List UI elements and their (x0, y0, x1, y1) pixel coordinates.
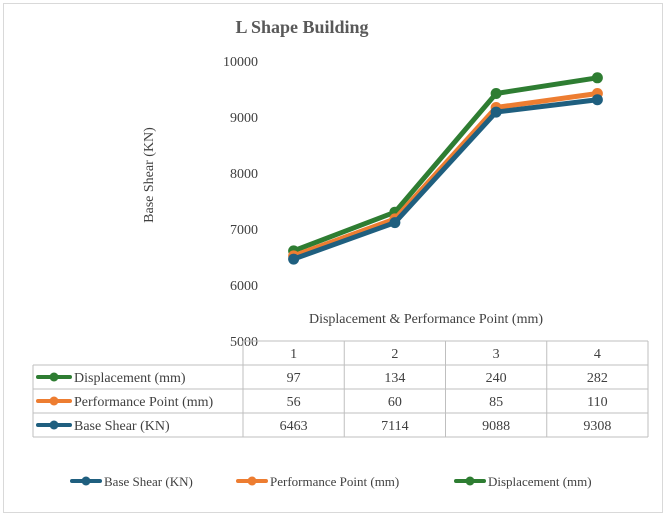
y-tick-label: 6000 (230, 279, 258, 294)
chart-title: L Shape Building (235, 17, 368, 37)
data-point-base-shear-kn (389, 217, 401, 229)
data-point-displacement-mm (591, 72, 603, 84)
plot-area (288, 72, 603, 265)
table-row-label-base-shear-kn: Base Shear (KN) (74, 419, 170, 434)
table-row-label-performance-point-mm: Performance Point (mm) (74, 395, 214, 410)
y-axis-ticks: 5000 6000 7000 8000 9000 10000 (223, 55, 258, 350)
data-point-displacement-mm (490, 87, 502, 99)
legend-marker-displacement-mm (465, 476, 475, 486)
x-axis-label: Displacement & Performance Point (mm) (309, 312, 543, 327)
table-cell: 97 (287, 371, 301, 386)
x-category-label: 2 (391, 347, 398, 362)
y-tick-label: 9000 (230, 111, 258, 126)
series-line-base-shear-kn (291, 97, 600, 262)
data-point-base-shear-kn (490, 106, 502, 118)
series-line-performance-point-mm (291, 90, 600, 259)
legend-label-displacement-mm: Displacement (mm) (488, 474, 592, 489)
table-legend-marker-performance-point-mm (49, 396, 59, 406)
table-cell: 110 (587, 395, 607, 410)
table-cell: 85 (489, 395, 503, 410)
legend: Base Shear (KN) Performance Point (mm) Dis… (70, 474, 592, 489)
data-table: 1 2 3 4 Displacement (mm) 97 134 240 282 Performa… (32, 340, 649, 438)
table-legend-marker-base-shear-kn (49, 420, 59, 430)
legend-label-base-shear-kn: Base Shear (KN) (104, 474, 193, 489)
data-point-base-shear-kn (591, 94, 603, 106)
chart-frame (3, 3, 663, 513)
table-cell: 134 (384, 371, 405, 386)
x-category-label: 1 (290, 347, 297, 362)
series-line-displacement-mm (291, 75, 600, 254)
table-cell: 56 (287, 395, 301, 410)
legend-marker-performance-point-mm (247, 476, 257, 486)
table-row-label-displacement-mm: Displacement (mm) (74, 371, 186, 386)
table-cell: 240 (486, 371, 507, 386)
table-cell: 9088 (482, 419, 510, 434)
y-tick-label: 10000 (223, 55, 258, 70)
y-tick-label: 5000 (230, 335, 258, 350)
table-cell: 9308 (583, 419, 611, 434)
legend-marker-base-shear-kn (81, 476, 91, 486)
table-cell: 282 (587, 371, 608, 386)
x-category-label: 4 (594, 347, 601, 362)
table-cell: 6463 (280, 419, 308, 434)
y-axis-label: Base Shear (KN) (142, 127, 157, 223)
legend-label-performance-point-mm: Performance Point (mm) (270, 474, 399, 489)
y-tick-label: 7000 (230, 223, 258, 238)
table-legend-marker-displacement-mm (49, 372, 59, 382)
table-cell: 60 (388, 395, 402, 410)
table-cell: 7114 (381, 419, 408, 434)
x-category-label: 3 (493, 347, 500, 362)
data-point-base-shear-kn (288, 253, 300, 265)
y-tick-label: 8000 (230, 167, 258, 182)
